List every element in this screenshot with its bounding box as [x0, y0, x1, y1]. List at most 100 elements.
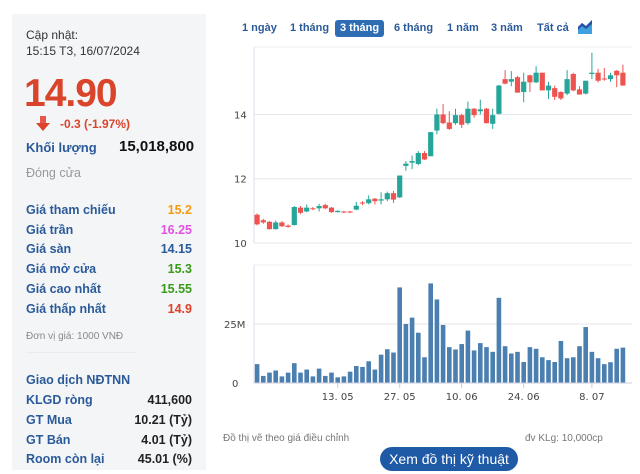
range-tab[interactable]: Tất cả: [537, 22, 569, 34]
volume-bar: [316, 368, 322, 383]
volume-bar: [254, 364, 260, 383]
stat-label: Giá sàn: [26, 242, 72, 257]
candle-body: [539, 72, 545, 91]
candle-body: [595, 72, 601, 81]
date-tick-label: 8. 07: [579, 392, 604, 403]
technical-chart-button[interactable]: Xem đồ thị kỹ thuật: [380, 447, 518, 471]
volume-bar: [385, 349, 390, 383]
volume-bar: [341, 376, 347, 383]
volume-bar: [453, 349, 458, 383]
volume-bar: [403, 324, 409, 383]
updated-label: Cập nhật:: [26, 28, 79, 42]
volume-bar: [366, 361, 371, 383]
volume-bar: [589, 351, 595, 383]
divider: [26, 352, 136, 353]
candle-body: [601, 78, 607, 80]
volume-bar: [502, 346, 508, 383]
candle-body: [552, 88, 558, 97]
volume-bar: [378, 354, 384, 383]
volume-bar: [347, 371, 353, 383]
foreign-stat-value: 411,600: [147, 393, 193, 407]
volume-bar: [496, 297, 502, 383]
volume-bar: [546, 360, 551, 383]
candle-body: [266, 221, 273, 230]
volume-bar: [620, 347, 626, 383]
candle-body: [620, 72, 626, 86]
volume-bar: [267, 372, 272, 383]
candle-body: [390, 193, 397, 200]
candle-body: [273, 222, 279, 230]
price-tick-label: 10: [234, 239, 247, 250]
stat-value: 15.55: [160, 281, 192, 296]
foreign-stat-label: Room còn lại: [26, 452, 105, 467]
candle-body: [465, 108, 471, 124]
date-tick-label: 10. 06: [446, 392, 478, 403]
range-tab[interactable]: 3 năm: [491, 22, 523, 34]
candle-body: [347, 211, 353, 213]
candle-body: [521, 81, 527, 92]
price-tick-label: 14: [234, 110, 247, 121]
stat-label: Giá tham chiếu: [26, 203, 116, 217]
stat-value: 15.3: [167, 262, 192, 277]
volume-label: Khối lượng: [26, 140, 97, 155]
volume-bar: [478, 343, 483, 383]
range-tab[interactable]: 3 tháng: [335, 20, 385, 37]
candle-body: [384, 193, 390, 200]
candle-body: [409, 161, 415, 163]
volume-bar: [329, 372, 334, 383]
candle-body: [328, 207, 335, 213]
updated-time: 15:15 T3, 16/07/2024: [26, 44, 140, 58]
volume-bar: [304, 369, 309, 383]
candle-body: [440, 114, 446, 124]
candle-body: [589, 72, 595, 74]
quote-panel: Cập nhật: 15:15 T3, 16/07/2024 14.90 -0.…: [12, 14, 206, 470]
down-arrow-icon: [36, 116, 50, 132]
unit-note: Đơn vị giá: 1000 VNĐ: [26, 331, 124, 342]
volume-bar: [354, 366, 359, 383]
volume-bar: [447, 347, 452, 383]
volume-bar: [527, 347, 533, 383]
candle-body: [459, 115, 465, 125]
candle-body: [359, 202, 366, 204]
foreign-stat-value: 10.21 (Tỷ): [134, 412, 192, 427]
volume-bar: [335, 377, 340, 383]
volume-bar: [571, 357, 576, 383]
volume-unit-note: đv KLg: 10,000cp: [525, 433, 603, 444]
volume-bar: [279, 376, 285, 383]
range-tab[interactable]: 6 tháng: [394, 22, 434, 34]
candle-body: [583, 80, 589, 94]
range-tab[interactable]: 1 ngày: [242, 22, 277, 34]
volume-bar: [602, 364, 607, 383]
candle-body: [428, 132, 434, 157]
stat-label: Giá mở cửa: [26, 262, 97, 277]
candle-body: [545, 85, 552, 91]
candle-body: [316, 206, 322, 209]
date-tick-label: 13. 05: [322, 392, 354, 403]
range-tab[interactable]: 1 tháng: [290, 22, 330, 34]
volume-bar: [292, 363, 297, 383]
area-chart-icon[interactable]: [577, 19, 593, 35]
volume-bar: [515, 351, 520, 383]
volume-bar: [409, 317, 415, 383]
volume-bar: [577, 346, 582, 383]
foreign-stat-value: 45.01 (%): [137, 452, 192, 467]
candle-body: [254, 214, 260, 225]
volume-bar: [323, 375, 328, 383]
volume-bar: [558, 340, 564, 383]
foreign-stat-label: KLGD ròng: [26, 393, 93, 407]
range-tab[interactable]: 1 năm: [447, 22, 479, 34]
volume-bar: [490, 351, 495, 383]
candle-body: [502, 79, 508, 84]
volume-bar: [471, 350, 477, 383]
volume-bar: [484, 347, 489, 383]
foreign-title: Giao dịch NĐTNN: [26, 373, 131, 387]
session-status: Đóng cửa: [26, 166, 81, 180]
stat-label: Giá trần: [26, 222, 74, 237]
date-tick-label: 27. 05: [384, 392, 416, 403]
volume-bar: [428, 283, 433, 383]
candle-body: [477, 109, 483, 112]
candle-body: [403, 163, 409, 166]
candle-body: [421, 153, 428, 160]
volume-bar: [434, 299, 440, 383]
volume-bar: [285, 372, 291, 383]
